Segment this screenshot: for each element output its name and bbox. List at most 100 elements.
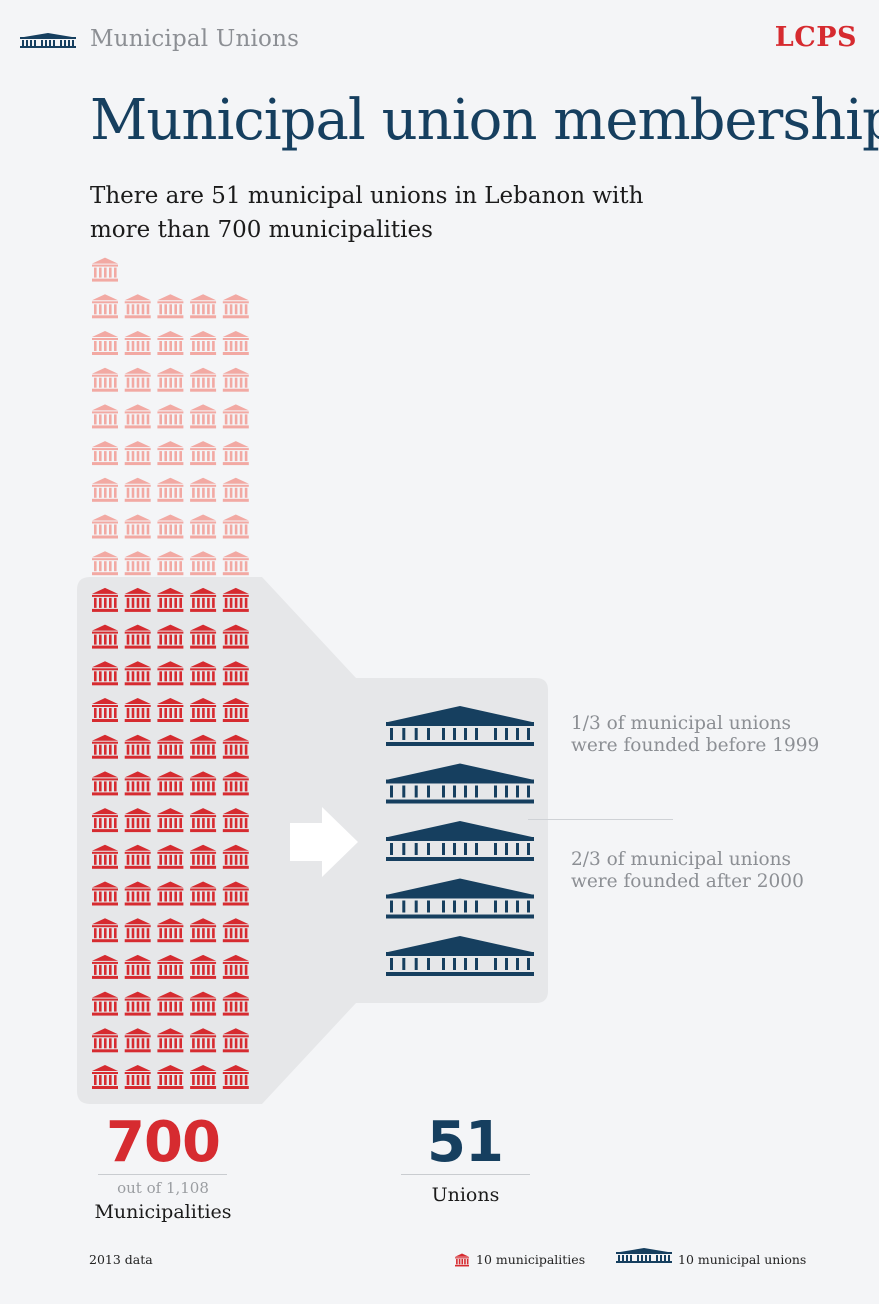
municipality-building-icon	[190, 624, 217, 649]
municipality-building-icon	[222, 954, 249, 979]
municipality-building-icon	[92, 257, 118, 282]
municipality-building-icon	[92, 367, 118, 392]
page-title: Municipal union membership	[90, 88, 879, 153]
municipality-building-icon	[157, 991, 184, 1016]
municipality-building-icon	[190, 734, 217, 759]
municipality-building-icon	[92, 331, 118, 355]
municipality-building-icon	[157, 441, 184, 466]
legend-unions-label: 10 municipal unions	[678, 1252, 807, 1267]
municipality-building-icon	[124, 991, 151, 1016]
municipality-building-icon	[92, 844, 118, 869]
municipality-building-icon	[157, 661, 184, 686]
municipality-building-icon	[190, 991, 217, 1016]
municipality-building-icon	[190, 1028, 217, 1053]
municipality-building-icon	[157, 771, 184, 796]
unions-number: 51	[427, 1110, 504, 1175]
municipality-building-icon	[92, 954, 118, 979]
municipality-building-icon	[222, 331, 249, 355]
municipality-building-icon	[124, 954, 151, 979]
unions-rule	[401, 1174, 530, 1175]
municipality-building-icon	[190, 881, 217, 906]
arrow-icon	[290, 807, 358, 877]
union-building-icon	[386, 706, 534, 746]
municipality-building-icon	[157, 294, 184, 319]
municipality-building-icon	[222, 734, 249, 759]
municipality-building-icon	[190, 331, 217, 355]
municipality-building-icon	[157, 698, 184, 722]
municipality-building-icon	[157, 367, 184, 392]
union-building-icon	[386, 878, 534, 919]
municipality-building-icon	[455, 1253, 469, 1267]
municipality-building-icon	[157, 734, 184, 759]
municipality-building-icon	[157, 404, 184, 429]
municipality-building-icon	[124, 771, 151, 796]
municipality-building-icon	[124, 551, 151, 576]
municipality-building-icon	[92, 477, 118, 502]
municipality-building-icon	[222, 587, 249, 612]
municipality-building-icon	[222, 844, 249, 869]
municipality-building-icon	[124, 1028, 151, 1053]
municipality-building-icon	[92, 1065, 118, 1089]
municipality-building-icon	[190, 367, 217, 392]
municipalities-label: Municipalities	[94, 1201, 232, 1223]
municipality-building-icon	[222, 294, 249, 319]
municipality-building-icon	[190, 477, 217, 502]
municipality-building-icon	[124, 514, 151, 539]
municipality-building-icon	[222, 771, 249, 796]
unions-label: Unions	[431, 1184, 500, 1206]
municipality-building-icon	[190, 844, 217, 869]
municipality-building-icon	[157, 918, 184, 943]
municipality-building-icon	[222, 881, 249, 906]
municipality-building-icon	[157, 477, 184, 502]
municipality-building-icon	[190, 514, 217, 539]
municipality-building-icon	[92, 698, 118, 722]
municipality-building-icon	[190, 441, 217, 466]
legend-municipalities-label: 10 municipalities	[476, 1252, 586, 1267]
union-building-icon	[386, 821, 534, 861]
municipality-building-icon	[92, 918, 118, 943]
brand-logo: LCPS	[774, 22, 857, 53]
union-building-icon	[386, 936, 534, 976]
municipality-building-icon	[157, 514, 184, 539]
municipality-building-icon	[157, 624, 184, 649]
municipality-building-icon	[157, 954, 184, 979]
page-subtitle: There are 51 municipal unions in Lebanon…	[90, 183, 644, 243]
municipalities-rule	[98, 1174, 227, 1175]
municipality-building-icon	[190, 698, 217, 722]
municipality-building-icon	[190, 551, 217, 576]
municipality-building-icon	[92, 514, 118, 539]
municipality-building-icon	[190, 587, 217, 612]
municipality-building-icon	[222, 808, 249, 833]
municipality-building-icon	[222, 551, 249, 576]
municipality-building-icon	[190, 808, 217, 833]
municipality-building-icon	[92, 1028, 118, 1053]
municipality-building-icon	[222, 624, 249, 649]
municipality-building-icon	[157, 881, 184, 906]
union-building-icon	[386, 763, 534, 804]
section-label: Municipal Unions	[90, 26, 300, 52]
municipality-building-icon	[222, 441, 249, 466]
municipality-building-icon	[124, 1065, 151, 1089]
municipality-building-icon	[157, 331, 184, 355]
municipality-building-icon	[222, 991, 249, 1016]
municipality-building-icon	[222, 514, 249, 539]
municipality-building-icon	[124, 881, 151, 906]
municipality-building-icon	[222, 1028, 249, 1053]
union-building-icon	[20, 33, 76, 48]
municipality-building-icon	[124, 624, 151, 649]
note-founded-before-1999: 1/3 of municipal unions were founded bef…	[571, 713, 820, 756]
municipality-building-icon	[92, 771, 118, 796]
municipality-building-icon	[124, 587, 151, 612]
municipality-building-icon	[222, 698, 249, 722]
municipality-building-icon	[190, 954, 217, 979]
municipality-building-icon	[92, 881, 118, 906]
municipality-building-icon	[92, 661, 118, 686]
municipality-building-icon	[124, 918, 151, 943]
municipality-building-icon	[222, 477, 249, 502]
municipality-building-icon	[190, 404, 217, 429]
municipality-building-icon	[124, 808, 151, 833]
municipality-building-icon	[190, 1065, 217, 1089]
municipality-building-icon	[222, 661, 249, 686]
municipality-building-icon	[222, 367, 249, 392]
